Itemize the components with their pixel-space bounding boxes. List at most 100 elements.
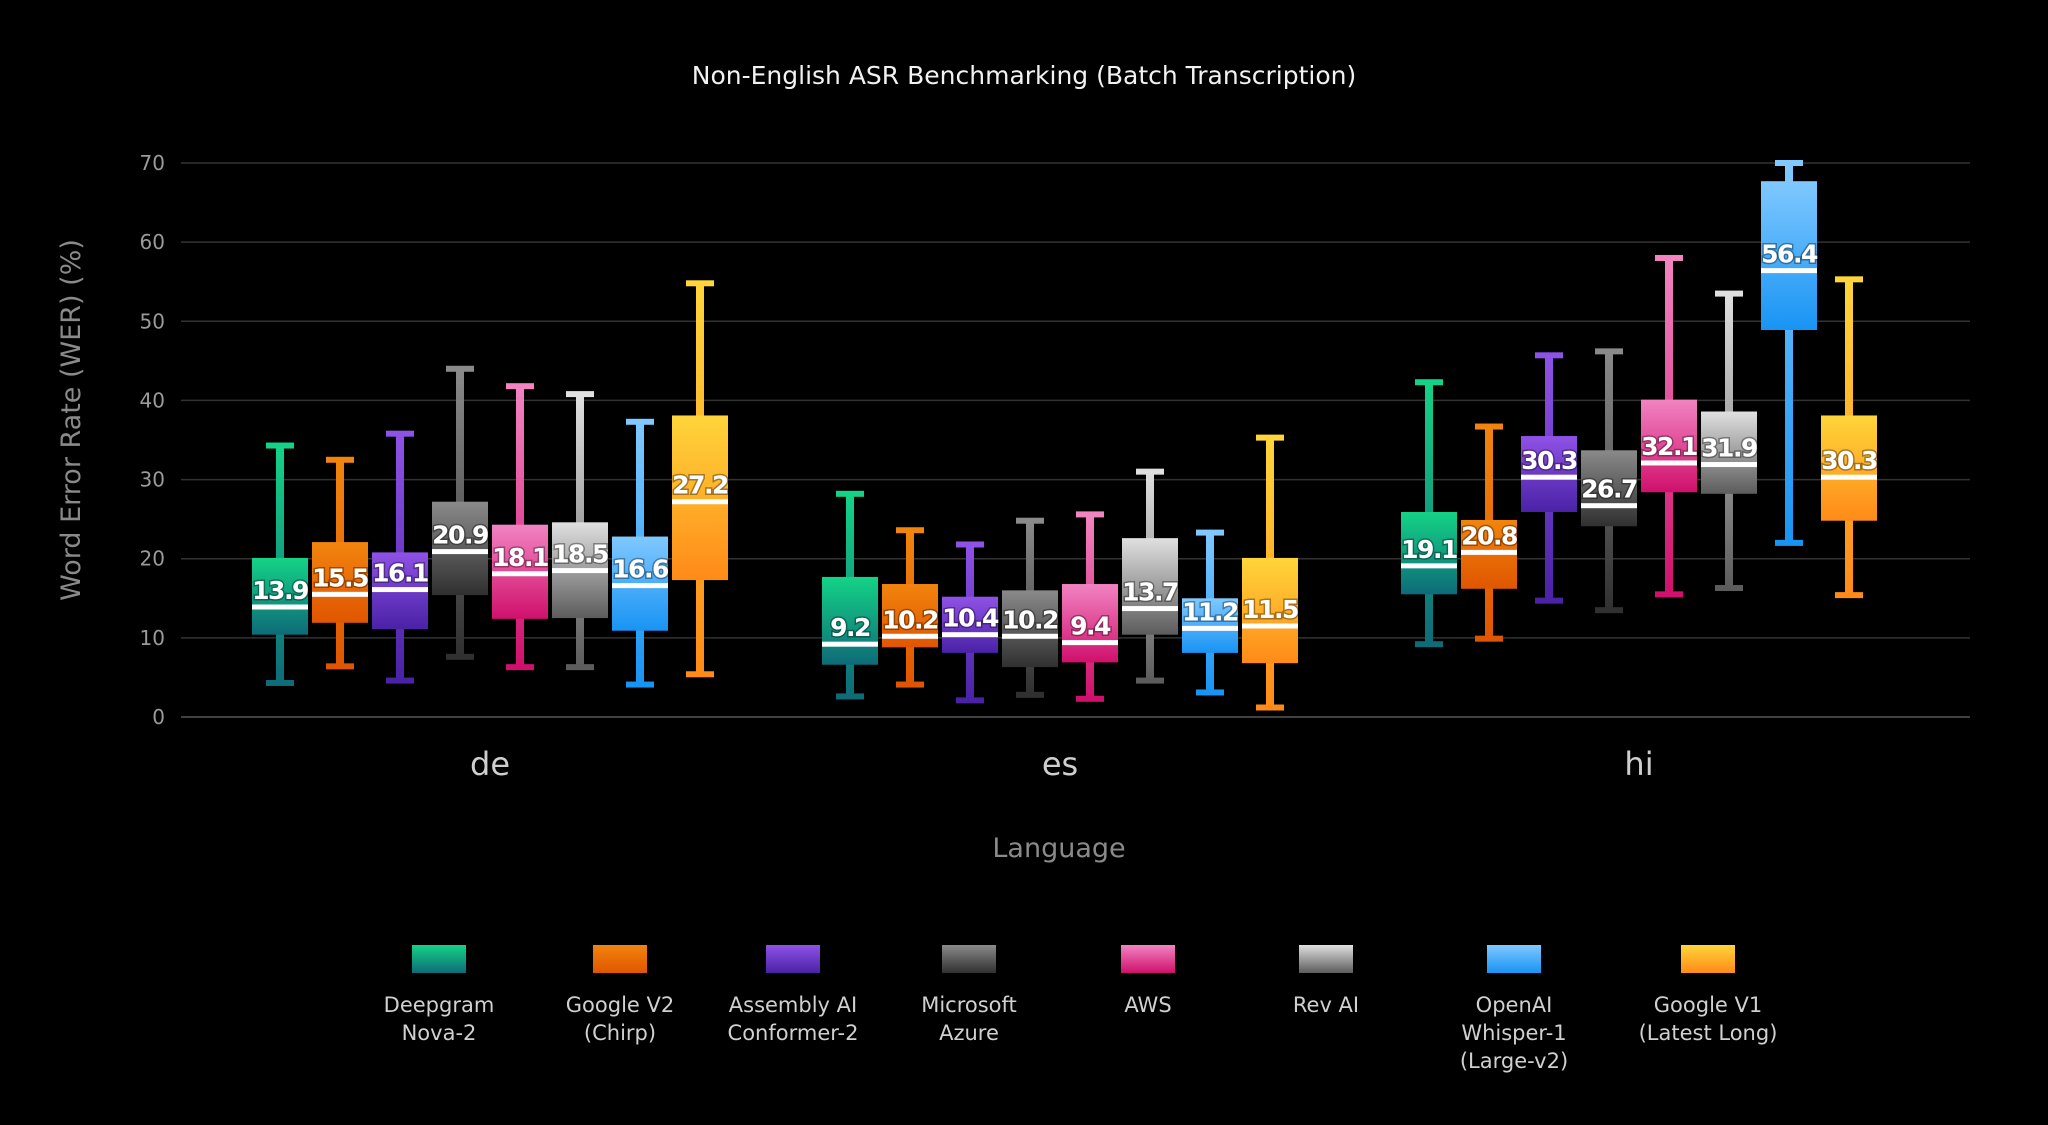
box-iqr: [1401, 512, 1457, 595]
legend-label: Nova-2: [402, 1021, 477, 1045]
whisker-cap-high: [326, 456, 354, 463]
median-line: [432, 549, 488, 555]
box-iqr: [312, 542, 368, 623]
whisker-cap-low: [266, 679, 294, 686]
whisker-cap-high: [446, 365, 474, 372]
box-hi-3: 26.7: [1580, 348, 1640, 614]
median-label: 10.4: [942, 604, 999, 633]
box-de-2: 16.1: [371, 430, 431, 684]
median-label: 13.7: [1122, 578, 1178, 607]
whisker-cap-low: [1775, 539, 1803, 546]
box-hi-4: 32.1: [1640, 254, 1700, 598]
box-de-0: 13.9: [251, 442, 311, 686]
legend-item-0: Deepgram Nova-2: [384, 945, 495, 1045]
median-label: 20.9: [432, 521, 488, 550]
box-iqr: [1122, 538, 1178, 635]
whisker-cap-low: [686, 671, 714, 678]
whisker-cap-low: [956, 697, 984, 704]
whisker-cap-low: [1196, 689, 1224, 696]
legend-label: AWS: [1124, 993, 1171, 1017]
category-label-hi: hi: [1624, 745, 1653, 783]
box-es-0: 9.2: [822, 490, 878, 700]
y-tick-label: 40: [140, 388, 165, 412]
y-tick-label: 30: [140, 468, 165, 492]
whisker-cap-low: [626, 681, 654, 688]
legend-label: Deepgram: [384, 993, 495, 1017]
median-label: 16.1: [372, 559, 428, 588]
box-iqr: [822, 576, 878, 665]
legend-item-4: AWS: [1121, 945, 1175, 1017]
median-line: [1242, 623, 1298, 629]
median-label: 9.4: [1070, 612, 1111, 641]
box-hi-0: 19.1: [1400, 379, 1460, 648]
legend-item-2: Assembly AI Conformer-2: [728, 945, 858, 1045]
box-de-5: 18.5: [551, 391, 611, 671]
whisker-cap-low: [896, 681, 924, 688]
whisker-cap-high: [266, 442, 294, 449]
box-es-2: 10.4: [941, 541, 1002, 704]
whisker-cap-high: [1715, 290, 1743, 297]
whisker-cap-high: [1016, 517, 1044, 524]
median-label: 32.1: [1641, 432, 1697, 461]
whisker-cap-low: [836, 693, 864, 700]
whisker-cap-high: [956, 541, 984, 548]
box-iqr: [432, 501, 488, 596]
median-line: [312, 591, 368, 597]
box-iqr: [1242, 557, 1298, 664]
legend-label: Whisper-1: [1461, 1021, 1566, 1045]
box-es-7: 11.5: [1241, 434, 1301, 711]
y-axis-label: Word Error Rate (WER) (%): [56, 239, 87, 601]
median-line: [1122, 606, 1178, 612]
median-line: [1701, 462, 1757, 468]
median-label: 9.2: [830, 613, 870, 642]
median-line: [1461, 549, 1517, 555]
whisker-cap-low: [1655, 591, 1683, 598]
whisker-cap-low: [386, 677, 414, 684]
whisker-cap-high: [1415, 379, 1443, 386]
median-label: 10.2: [1002, 605, 1058, 634]
median-label: 19.1: [1401, 535, 1457, 564]
y-tick-label: 10: [140, 626, 165, 650]
median-line: [1062, 640, 1118, 646]
whisker-cap-low: [446, 653, 474, 660]
y-tick-label: 70: [140, 151, 165, 175]
median-label: 11.5: [1242, 595, 1298, 624]
median-line: [1821, 474, 1877, 480]
legend-label: Google V2: [566, 993, 674, 1017]
box-iqr: [1002, 590, 1058, 668]
legend-swatch: [766, 945, 820, 973]
legend-swatch: [412, 945, 466, 973]
y-tick-label: 60: [140, 230, 165, 254]
whisker-cap-low: [1715, 584, 1743, 591]
whisker-cap-high: [1535, 352, 1563, 359]
box-iqr: [1182, 598, 1238, 653]
median-label: 26.7: [1581, 475, 1637, 504]
box-iqr: [1821, 415, 1877, 521]
median-label: 15.5: [312, 563, 368, 592]
whisker-cap-low: [1595, 607, 1623, 614]
median-line: [372, 587, 428, 593]
whisker-cap-low: [1256, 704, 1284, 711]
box-es-1: 10.2: [881, 527, 941, 688]
box-de-6: 16.6: [611, 418, 672, 688]
whisker-cap-high: [1256, 434, 1284, 441]
median-line: [492, 571, 548, 577]
legend-item-3: Microsoft Azure: [921, 945, 1017, 1045]
legend-label: Microsoft: [921, 993, 1017, 1017]
whisker-cap-low: [566, 664, 594, 671]
box-iqr: [1581, 450, 1637, 527]
legend-item-1: Google V2 (Chirp): [566, 945, 674, 1045]
y-tick-label: 50: [140, 309, 165, 333]
box-iqr: [1062, 584, 1118, 663]
category-labels: de es hi: [470, 745, 1654, 783]
whisker-cap-low: [1076, 695, 1104, 702]
legend-label: (Latest Long): [1639, 1021, 1778, 1045]
box-de-1: 15.5: [311, 456, 371, 670]
legend: Deepgram Nova-2 Google V2 (Chirp) Assembly A…: [384, 945, 1778, 1073]
median-label: 16.6: [612, 555, 669, 584]
median-label: 30.3: [1821, 446, 1877, 475]
whisker-cap-low: [1415, 641, 1443, 648]
legend-label: Azure: [939, 1021, 999, 1045]
median-label: 13.9: [252, 576, 308, 605]
whisker-cap-high: [1655, 254, 1683, 261]
